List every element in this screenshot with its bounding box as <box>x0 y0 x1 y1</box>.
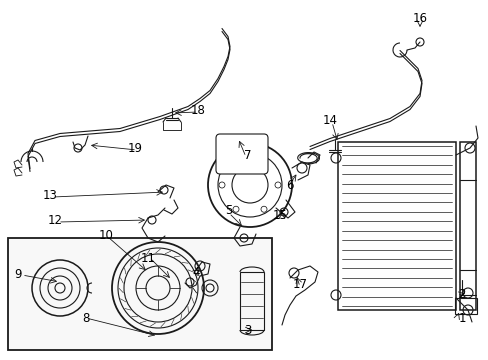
Text: 1: 1 <box>457 311 465 324</box>
Text: 14: 14 <box>322 113 337 126</box>
Text: 16: 16 <box>412 12 427 24</box>
Text: 17: 17 <box>292 279 307 292</box>
Text: 8: 8 <box>82 311 89 324</box>
Bar <box>240 272 264 330</box>
Text: 2: 2 <box>457 288 465 302</box>
Text: 13: 13 <box>42 189 57 202</box>
Text: 7: 7 <box>244 149 251 162</box>
Bar <box>8 238 271 350</box>
Text: 9: 9 <box>14 269 21 282</box>
Text: 19: 19 <box>127 141 142 154</box>
Text: 11: 11 <box>140 252 155 265</box>
FancyBboxPatch shape <box>216 134 267 174</box>
Text: 12: 12 <box>47 213 62 226</box>
Bar <box>337 142 455 310</box>
Text: 5: 5 <box>225 203 232 216</box>
Bar <box>454 298 476 314</box>
Text: 4: 4 <box>192 266 199 279</box>
Text: 15: 15 <box>272 208 287 221</box>
Text: 3: 3 <box>244 324 251 337</box>
Text: 6: 6 <box>285 179 293 192</box>
Bar <box>459 142 475 310</box>
Text: 10: 10 <box>99 229 113 242</box>
Text: 18: 18 <box>190 104 205 117</box>
